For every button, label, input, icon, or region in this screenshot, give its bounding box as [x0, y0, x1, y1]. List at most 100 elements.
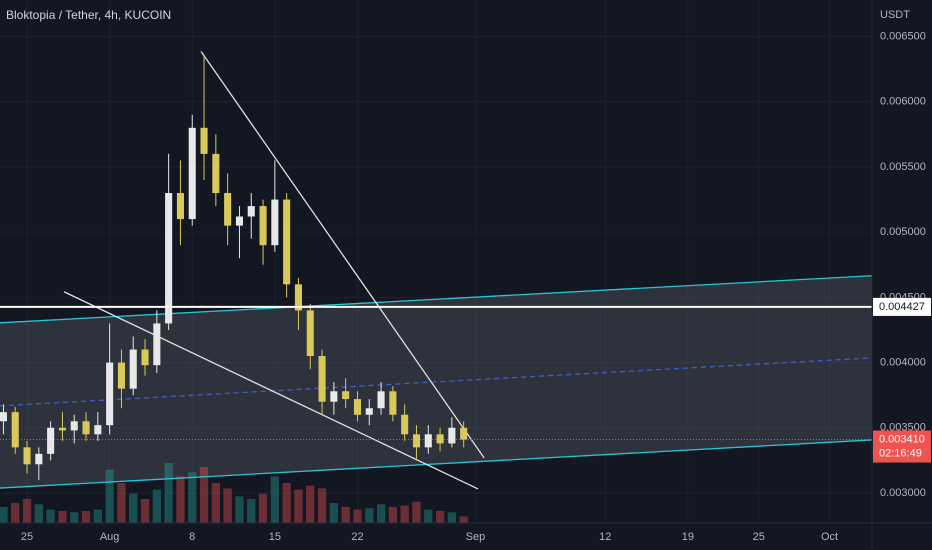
- volume-bar: [176, 476, 185, 523]
- volume-bar: [376, 504, 386, 523]
- candle-body: [365, 408, 373, 415]
- candle-body: [11, 412, 19, 448]
- candle-body: [188, 127, 196, 220]
- candle-body: [377, 391, 385, 409]
- x-tick-label: 19: [682, 531, 694, 543]
- price-label-bg: [873, 297, 931, 316]
- volume-bar: [93, 509, 102, 523]
- y-tick-label: 0.003000: [880, 487, 926, 499]
- y-tick-label: 0.004000: [880, 356, 926, 368]
- candle-body: [460, 427, 468, 440]
- channel-bottom: [0, 439, 873, 489]
- candle-body: [247, 206, 255, 217]
- candle-body: [117, 362, 125, 389]
- candle-body: [294, 284, 302, 311]
- x-tick-label: 12: [599, 531, 611, 543]
- candle-body: [436, 434, 444, 444]
- volume-bar: [223, 488, 232, 523]
- volume-bar: [270, 476, 279, 523]
- candle-body: [412, 434, 421, 448]
- volume-bar: [294, 489, 303, 523]
- volume-bar: [341, 507, 350, 523]
- candle-body: [106, 362, 114, 426]
- candle-body: [212, 153, 220, 194]
- candle-body: [153, 323, 161, 366]
- volume-bar: [365, 508, 374, 523]
- x-tick-label: 22: [351, 531, 363, 543]
- y-tick-label: 0.005000: [880, 226, 926, 238]
- volume-bar: [164, 463, 173, 523]
- channel-mid: [0, 357, 873, 407]
- volume-bar: [258, 493, 268, 523]
- candle-body: [70, 421, 78, 431]
- y-axis-label: USDT: [880, 9, 910, 21]
- x-tick-label: 25: [753, 531, 765, 543]
- candle-body: [401, 414, 409, 435]
- volume-bar: [11, 503, 20, 523]
- plot-area: [0, 0, 873, 523]
- x-tick-label: Sep: [466, 531, 486, 543]
- volume-bar: [447, 512, 457, 523]
- x-tick-label: 15: [269, 531, 281, 543]
- candle-body: [58, 427, 66, 431]
- volume-bar: [58, 511, 67, 523]
- candle-body: [353, 399, 362, 415]
- y-tick-label: 0.005500: [880, 161, 926, 173]
- candle-body: [47, 427, 55, 454]
- volume-bar: [459, 516, 468, 523]
- volume-bar: [34, 504, 43, 523]
- volume-bar: [70, 512, 79, 523]
- price-label-bg: [873, 430, 931, 463]
- volume-bar: [199, 467, 209, 523]
- channel-top: [0, 275, 873, 324]
- y-tick-label: 0.006000: [880, 96, 926, 108]
- candle-body: [176, 193, 184, 220]
- volume-bar: [400, 505, 409, 523]
- volume-bar: [152, 489, 161, 523]
- candle-body: [129, 349, 137, 389]
- trend-upper: [200, 51, 485, 459]
- candle-body: [259, 206, 267, 246]
- volume-bar: [435, 511, 445, 523]
- volume-bar: [306, 485, 315, 523]
- x-tick-label: 8: [189, 531, 195, 543]
- volume-bar: [188, 472, 197, 523]
- candle-body: [448, 427, 456, 444]
- volume-bar: [46, 509, 55, 523]
- volume-bar: [282, 483, 291, 523]
- volume-bar: [105, 469, 114, 523]
- candle-body: [235, 216, 243, 226]
- candle-body: [35, 453, 43, 465]
- candle-body: [306, 310, 314, 357]
- candle-body: [0, 412, 7, 422]
- candle-body: [141, 349, 149, 366]
- volume-bar: [317, 488, 327, 523]
- volume-bar: [329, 503, 338, 523]
- volume-bar: [424, 509, 433, 523]
- volume-bar: [81, 511, 91, 523]
- trend-lower: [63, 291, 479, 490]
- volume-bar: [412, 501, 421, 523]
- volume-bar: [353, 509, 362, 523]
- candle-body: [82, 421, 90, 435]
- price-label: 0.003410: [879, 433, 925, 445]
- candle-body: [318, 356, 326, 402]
- candle-body: [424, 434, 432, 448]
- candle-body: [94, 425, 102, 435]
- candle-body: [224, 193, 232, 226]
- candle-body: [23, 447, 31, 465]
- x-tick-label: Aug: [100, 531, 120, 543]
- candle-body: [342, 391, 350, 400]
- chart-title: Bloktopia / Tether, 4h, KUCOIN: [6, 8, 171, 22]
- volume-bar: [117, 483, 126, 523]
- y-tick-label: 0.006500: [880, 30, 926, 42]
- volume-bar: [211, 483, 220, 523]
- x-tick-label: 25: [21, 531, 33, 543]
- candle-body: [330, 391, 338, 402]
- volume-bar: [235, 496, 244, 523]
- candle-body: [200, 127, 208, 154]
- volume-bar: [129, 493, 138, 523]
- volume-bar: [22, 499, 32, 523]
